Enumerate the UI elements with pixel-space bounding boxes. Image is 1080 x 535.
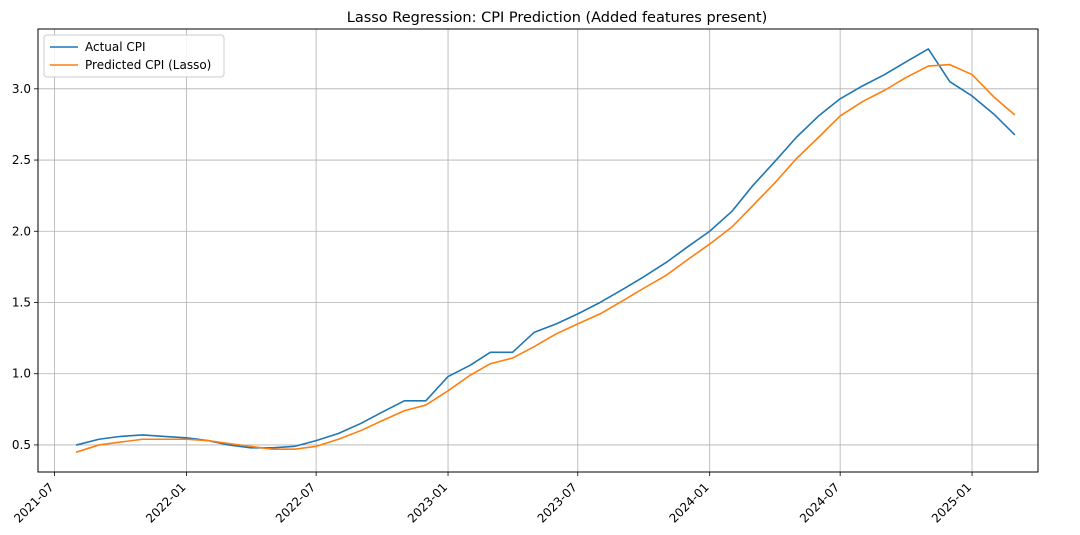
x-tick-label: 2024-01 — [666, 480, 711, 525]
x-tick-label: 2023-01 — [405, 480, 450, 525]
x-tick-label: 2025-01 — [929, 480, 974, 525]
series-line-actual — [75, 48, 1016, 449]
y-tick-label: 1.5 — [12, 295, 31, 309]
legend-label-predicted: Predicted CPI (Lasso) — [85, 58, 211, 72]
chart-title: Lasso Regression: CPI Prediction (Added … — [347, 10, 768, 26]
x-tick-label: 2022-01 — [143, 480, 188, 525]
y-tick-label: 2.0 — [12, 224, 31, 238]
y-axis: 0.5 1.0 1.5 2.0 2.5 3.0 — [12, 82, 38, 452]
y-tick-label: 1.0 — [12, 367, 31, 381]
legend-box — [43, 34, 225, 78]
y-tick-label: 0.5 — [12, 438, 31, 452]
series-line-predicted — [75, 63, 1016, 453]
x-tick-label: 2021-07 — [11, 480, 56, 525]
legend-label-actual: Actual CPI — [85, 40, 146, 54]
legend: Actual CPI Predicted CPI (Lasso) — [43, 34, 225, 78]
x-axis: 2021-07 2022-01 2022-07 2023-01 2023-07 2024-… — [11, 472, 974, 526]
grid — [38, 29, 1038, 472]
series-lines — [75, 48, 1016, 453]
plot-area-frame — [37, 28, 1039, 473]
x-tick-label: 2024-07 — [797, 480, 842, 525]
y-tick-label: 2.5 — [12, 153, 31, 167]
y-tick-label: 3.0 — [12, 82, 31, 96]
x-tick-label: 2023-07 — [535, 480, 580, 525]
x-tick-label: 2022-07 — [273, 480, 318, 525]
